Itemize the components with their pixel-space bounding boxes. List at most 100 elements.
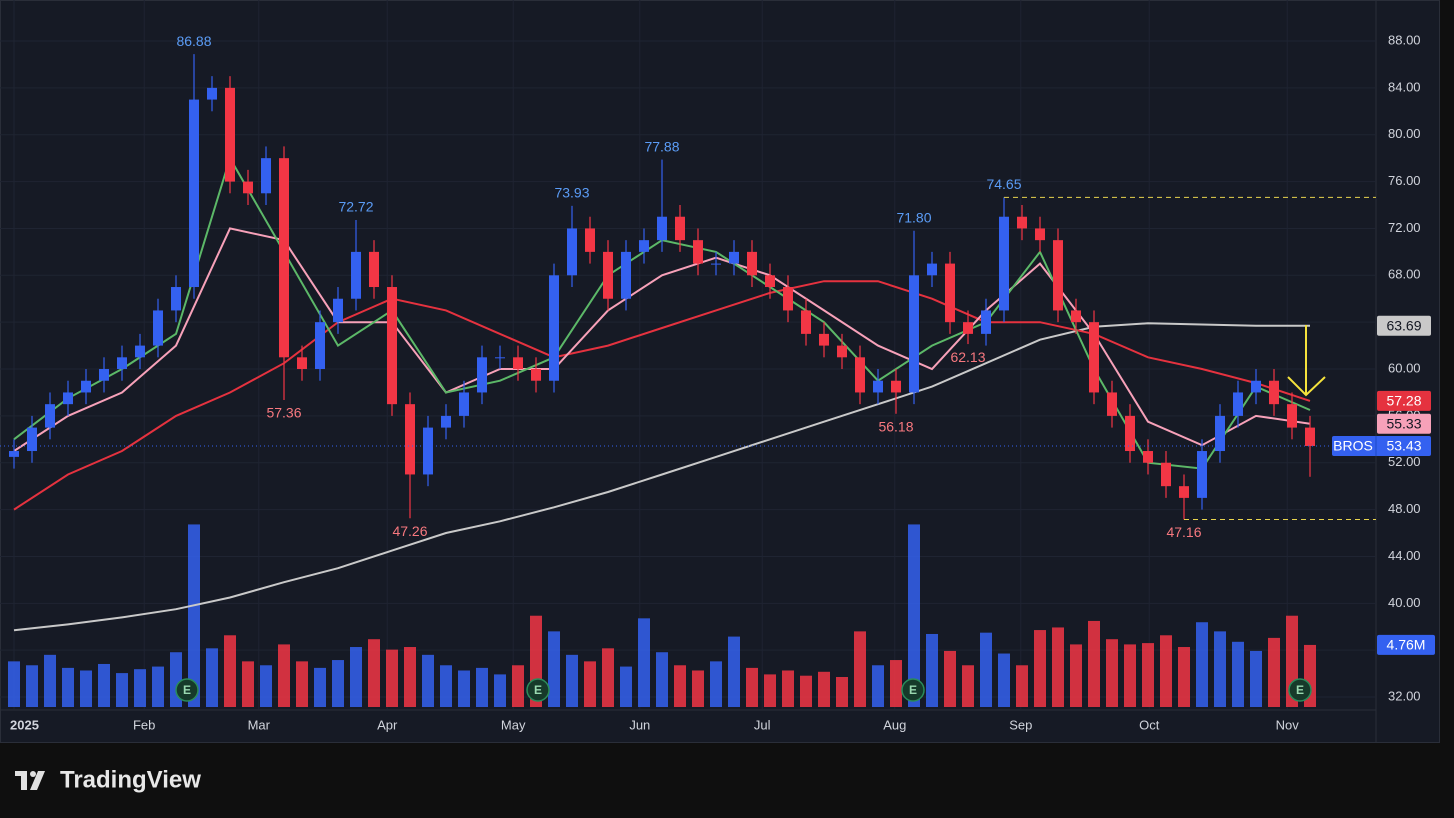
volume-bar xyxy=(1214,631,1226,707)
axes: 32.0036.0040.0044.0048.0052.0056.0060.00… xyxy=(10,32,1435,732)
y-tick-label: 48.00 xyxy=(1388,501,1421,516)
volume-bar xyxy=(1196,622,1208,707)
volume-bar xyxy=(224,635,236,707)
volume-bar xyxy=(944,650,956,707)
candle-body xyxy=(495,357,505,359)
candle-body xyxy=(747,251,757,276)
candle-body xyxy=(837,345,847,358)
candle-body xyxy=(819,333,829,346)
low-label: 62.13 xyxy=(950,349,985,365)
candle-body xyxy=(783,287,793,311)
volume-bar xyxy=(854,631,866,707)
candle-body xyxy=(1107,392,1117,416)
volume-bar xyxy=(350,647,362,707)
symbol: BROS xyxy=(1333,438,1373,454)
x-tick-label: Aug xyxy=(883,717,906,732)
volume-bar xyxy=(1070,644,1082,707)
volume-bar xyxy=(890,660,902,707)
candle-body xyxy=(945,263,955,323)
volume-bar xyxy=(872,665,884,707)
brand-name: TradingView xyxy=(60,766,201,793)
volume-bar xyxy=(692,670,704,707)
candle-body xyxy=(1053,240,1063,311)
candle-body xyxy=(891,380,901,393)
candles xyxy=(9,54,1315,520)
volume-bar xyxy=(368,639,380,707)
volume-value: 4.76M xyxy=(1387,637,1426,653)
candle-body xyxy=(225,87,235,182)
high-label: 74.65 xyxy=(986,176,1021,192)
y-tick-label: 88.00 xyxy=(1388,32,1421,47)
low-label: 57.36 xyxy=(266,405,301,421)
ma-value-box xyxy=(1377,315,1431,336)
volume-bar xyxy=(638,618,650,707)
volume-bar xyxy=(80,670,92,707)
volume-bar xyxy=(1016,665,1028,707)
high-label: 86.88 xyxy=(176,33,211,49)
candle-body xyxy=(855,357,865,393)
volume-bar xyxy=(62,667,74,707)
volume-bar xyxy=(836,677,848,707)
x-tick-label: Feb xyxy=(133,717,155,732)
volume-value-box xyxy=(1377,634,1435,655)
volume-bar xyxy=(710,661,722,707)
candle-body xyxy=(1215,415,1225,452)
volume-bar xyxy=(1178,647,1190,707)
volume-bar xyxy=(584,661,596,707)
candle-body xyxy=(1143,451,1153,463)
candle-body xyxy=(477,357,487,393)
high-label: 72.72 xyxy=(338,199,373,215)
annotations: 86.88 57.36 72.72 47.26 73.93 77.88 56.18 71.80… xyxy=(0,33,1376,540)
candle-body xyxy=(873,380,883,393)
candle-body xyxy=(693,240,703,264)
volume-bar xyxy=(476,667,488,707)
candle-body xyxy=(405,404,415,475)
candle-body xyxy=(351,251,361,299)
volume-bar xyxy=(566,654,578,707)
volume-bar xyxy=(728,636,740,707)
candle-body xyxy=(1251,380,1261,393)
candle-body xyxy=(279,158,289,358)
candle-body xyxy=(261,158,271,194)
y-tick-label: 32.00 xyxy=(1388,688,1421,703)
volume-bar xyxy=(26,665,38,707)
candle-body xyxy=(603,251,613,299)
brand-logo xyxy=(15,771,45,790)
candle-body xyxy=(1161,462,1171,487)
candle-body xyxy=(1035,228,1045,241)
volume-bar xyxy=(548,631,560,707)
earnings-badge xyxy=(901,678,925,702)
low-label: 47.26 xyxy=(392,523,427,539)
candle-body xyxy=(315,322,325,370)
x-tick-label: 2025 xyxy=(10,717,39,732)
candle-body xyxy=(1197,451,1207,498)
candle-body xyxy=(117,357,127,370)
y-tick-label: 80.00 xyxy=(1388,126,1421,141)
volume-bar xyxy=(188,524,200,707)
candle-body xyxy=(999,216,1009,311)
candle-body xyxy=(1233,392,1243,416)
candle-body xyxy=(585,228,595,252)
candle-body xyxy=(1179,486,1189,498)
candle-body xyxy=(981,310,991,334)
volume-bar xyxy=(134,669,146,707)
volume-bar xyxy=(656,652,668,707)
candle-body xyxy=(423,427,433,475)
candle-body xyxy=(729,251,739,264)
candle-body xyxy=(513,357,523,370)
volume-bar xyxy=(602,648,614,707)
y-tick-label: 84.00 xyxy=(1388,79,1421,94)
volume-bar xyxy=(260,665,272,707)
volume-bar xyxy=(764,674,776,707)
x-tick-label: Nov xyxy=(1276,717,1300,732)
candle-body xyxy=(675,216,685,241)
volume-bar xyxy=(206,648,218,707)
volume-bar xyxy=(458,670,470,707)
volume-bar xyxy=(386,649,398,707)
ma-value-box xyxy=(1377,390,1431,411)
earnings-badge xyxy=(1288,678,1312,702)
candle-body xyxy=(297,357,307,370)
candle-body xyxy=(1071,310,1081,323)
earnings-label: E xyxy=(183,683,191,697)
